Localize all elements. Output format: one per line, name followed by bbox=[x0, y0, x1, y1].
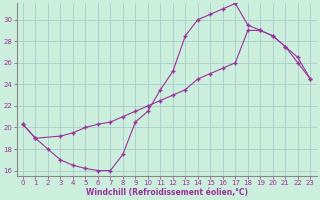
X-axis label: Windchill (Refroidissement éolien,°C): Windchill (Refroidissement éolien,°C) bbox=[85, 188, 248, 197]
